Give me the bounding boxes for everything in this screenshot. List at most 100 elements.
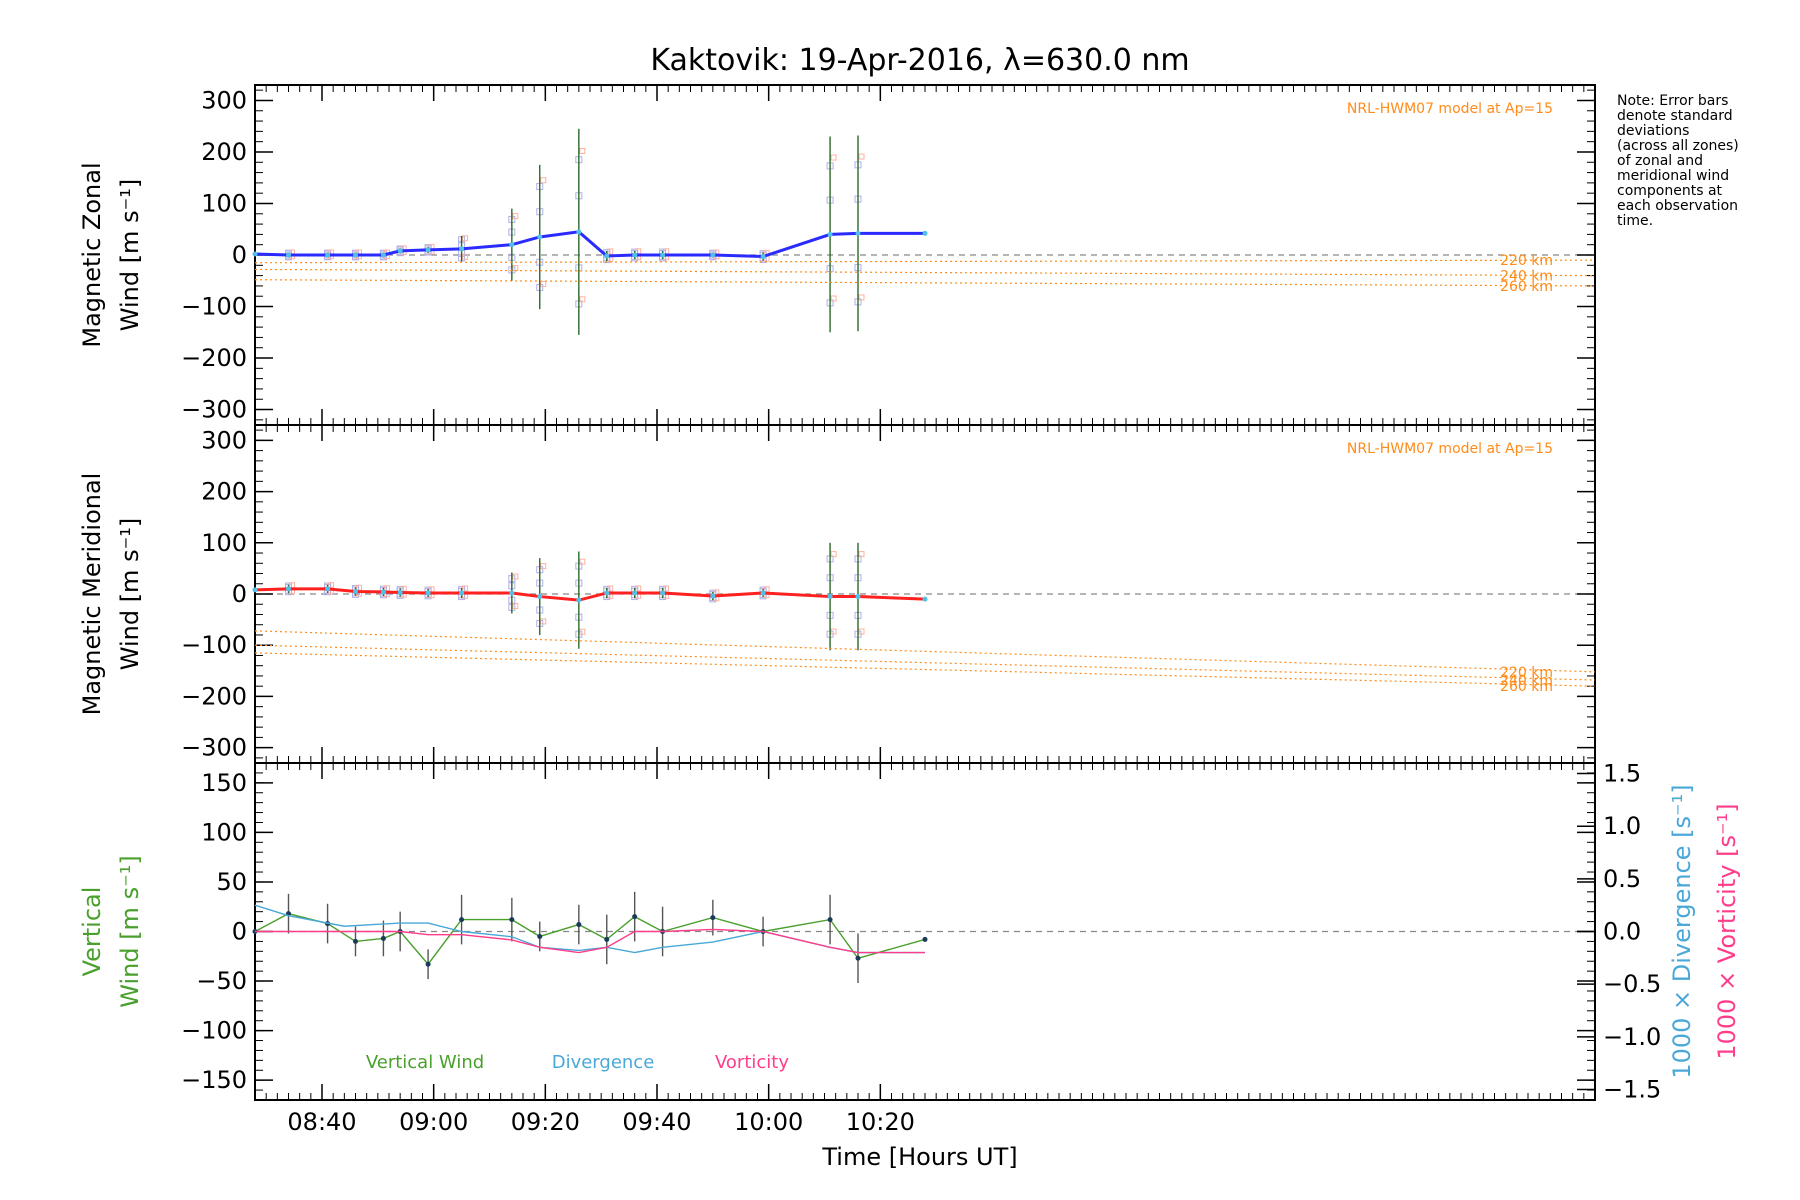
wind-point [576,229,582,235]
zone-marker [830,154,837,161]
y-axis-label: Wind [m s⁻¹] [116,518,144,670]
x-tick-label: 10:20 [846,1108,915,1136]
y2-axis-label-divergence: 1000 × Divergence [s⁻¹] [1668,784,1696,1078]
y-tick-label: −150 [181,1066,247,1094]
legend-entry: Vorticity [715,1052,789,1073]
y-tick-label: −100 [181,631,247,659]
y-tick-label: −200 [181,344,247,372]
wind-point [760,254,766,260]
vertical-wind-point [380,935,386,941]
wind-point [397,248,403,254]
y-axis-label: Magnetic Meridional [78,473,106,716]
zone-marker [540,563,547,570]
zone-marker [858,153,865,160]
zone-marker [579,147,586,154]
model-altitude-label: 220 km [1500,253,1553,269]
zone-marker [462,235,469,242]
zone-marker [462,253,469,260]
wind-point [827,231,833,237]
y-axis-label: Wind [m s⁻¹] [116,179,144,331]
note-line: time. [1617,213,1653,229]
zone-marker [579,296,586,303]
wind-point [632,252,638,258]
vertical-wind-point [537,933,543,939]
model-label: NRL-HWM07 model at Ap=15 [1347,101,1553,117]
note-line: (across all zones) [1617,138,1739,154]
x-tick-label: 08:40 [287,1108,356,1136]
x-axis-label: Time [Hours UT] [821,1143,1017,1171]
zone-marker [830,295,837,302]
zone-marker [512,213,519,220]
wind-point [855,230,861,236]
x-tick-label: 09:20 [511,1108,580,1136]
legend-entry: Vertical Wind [366,1052,484,1073]
wind-point [604,590,610,596]
y-tick-label: 200 [201,138,247,166]
wind-point [710,593,716,599]
model-line [254,652,1596,687]
model-label: NRL-HWM07 model at Ap=15 [1347,441,1553,457]
y-tick-label: 100 [201,189,247,217]
wind-point [855,594,861,600]
y-tick-label: −300 [181,396,247,424]
y2-tick-label: −1.0 [1603,1023,1661,1051]
y2-tick-label: 1.5 [1603,760,1641,788]
legend-entry: Divergence [552,1052,655,1073]
note-line: deviations [1617,123,1689,139]
y2-tick-label: −1.5 [1603,1075,1661,1103]
y-tick-label: 100 [201,529,247,557]
vertical-wind-point [459,917,465,923]
wind-point [459,246,465,252]
wind-point [380,589,386,595]
model-line [254,268,1596,277]
wind-point [286,252,291,258]
vertical-wind-point [855,955,861,961]
wind-point [397,589,403,595]
model-altitude-label: 260 km [1500,679,1553,695]
figure-title: Kaktovik: 19-Apr-2016, λ=630.0 nm [650,43,1189,78]
y2-axis-label-vorticity: 1000 × Vorticity [s⁻¹] [1713,803,1741,1059]
panel-vertical: 150 100 50 0 −50 −100 −150 08:40 09:00 09:20 09:40… [78,760,1741,1136]
model-line [254,279,1596,287]
y-tick-label: 300 [201,86,247,114]
zone-marker [830,551,837,558]
vertical-wind-point [353,938,358,944]
zone-marker [579,558,586,565]
y2-tick-label: 0.0 [1603,918,1641,946]
vertical-wind-point [509,917,515,923]
y-tick-label: 50 [216,868,247,896]
zone-marker [579,628,586,635]
wind-point [537,594,543,600]
note-line: of zonal and [1617,153,1703,169]
zone-marker [607,248,614,255]
wind-point [922,596,928,602]
wind-point [710,252,716,258]
y-axis-label: Magnetic Zonal [78,162,106,347]
y2-tick-label: −0.5 [1603,970,1661,998]
y-axis-label: Wind [m s⁻¹] [116,855,144,1007]
wind-point [604,253,610,259]
zone-marker [858,294,865,301]
wind-point [760,590,766,596]
note-line: components at [1617,183,1723,199]
y2-tick-label: 1.0 [1603,812,1641,840]
model-line [254,630,1596,673]
y2-tick-label: 0.5 [1603,865,1641,893]
wind-point [286,586,291,592]
y-tick-label: 150 [201,769,247,797]
x-tick-label: 09:40 [622,1108,691,1136]
zone-marker [540,618,547,625]
note-line: each observation [1617,198,1738,214]
wind-point [425,247,431,253]
wind-point [353,252,358,258]
model-altitude-label: 220 km [1500,665,1553,681]
zone-marker [540,177,547,184]
y-tick-label: −100 [181,1017,247,1045]
zone-marker [635,585,642,592]
wind-point [632,590,638,596]
y-tick-label: −300 [181,734,247,762]
note-line: Note: Error bars [1617,93,1728,109]
note-line: denote standard [1617,108,1733,124]
wind-point [922,230,928,236]
